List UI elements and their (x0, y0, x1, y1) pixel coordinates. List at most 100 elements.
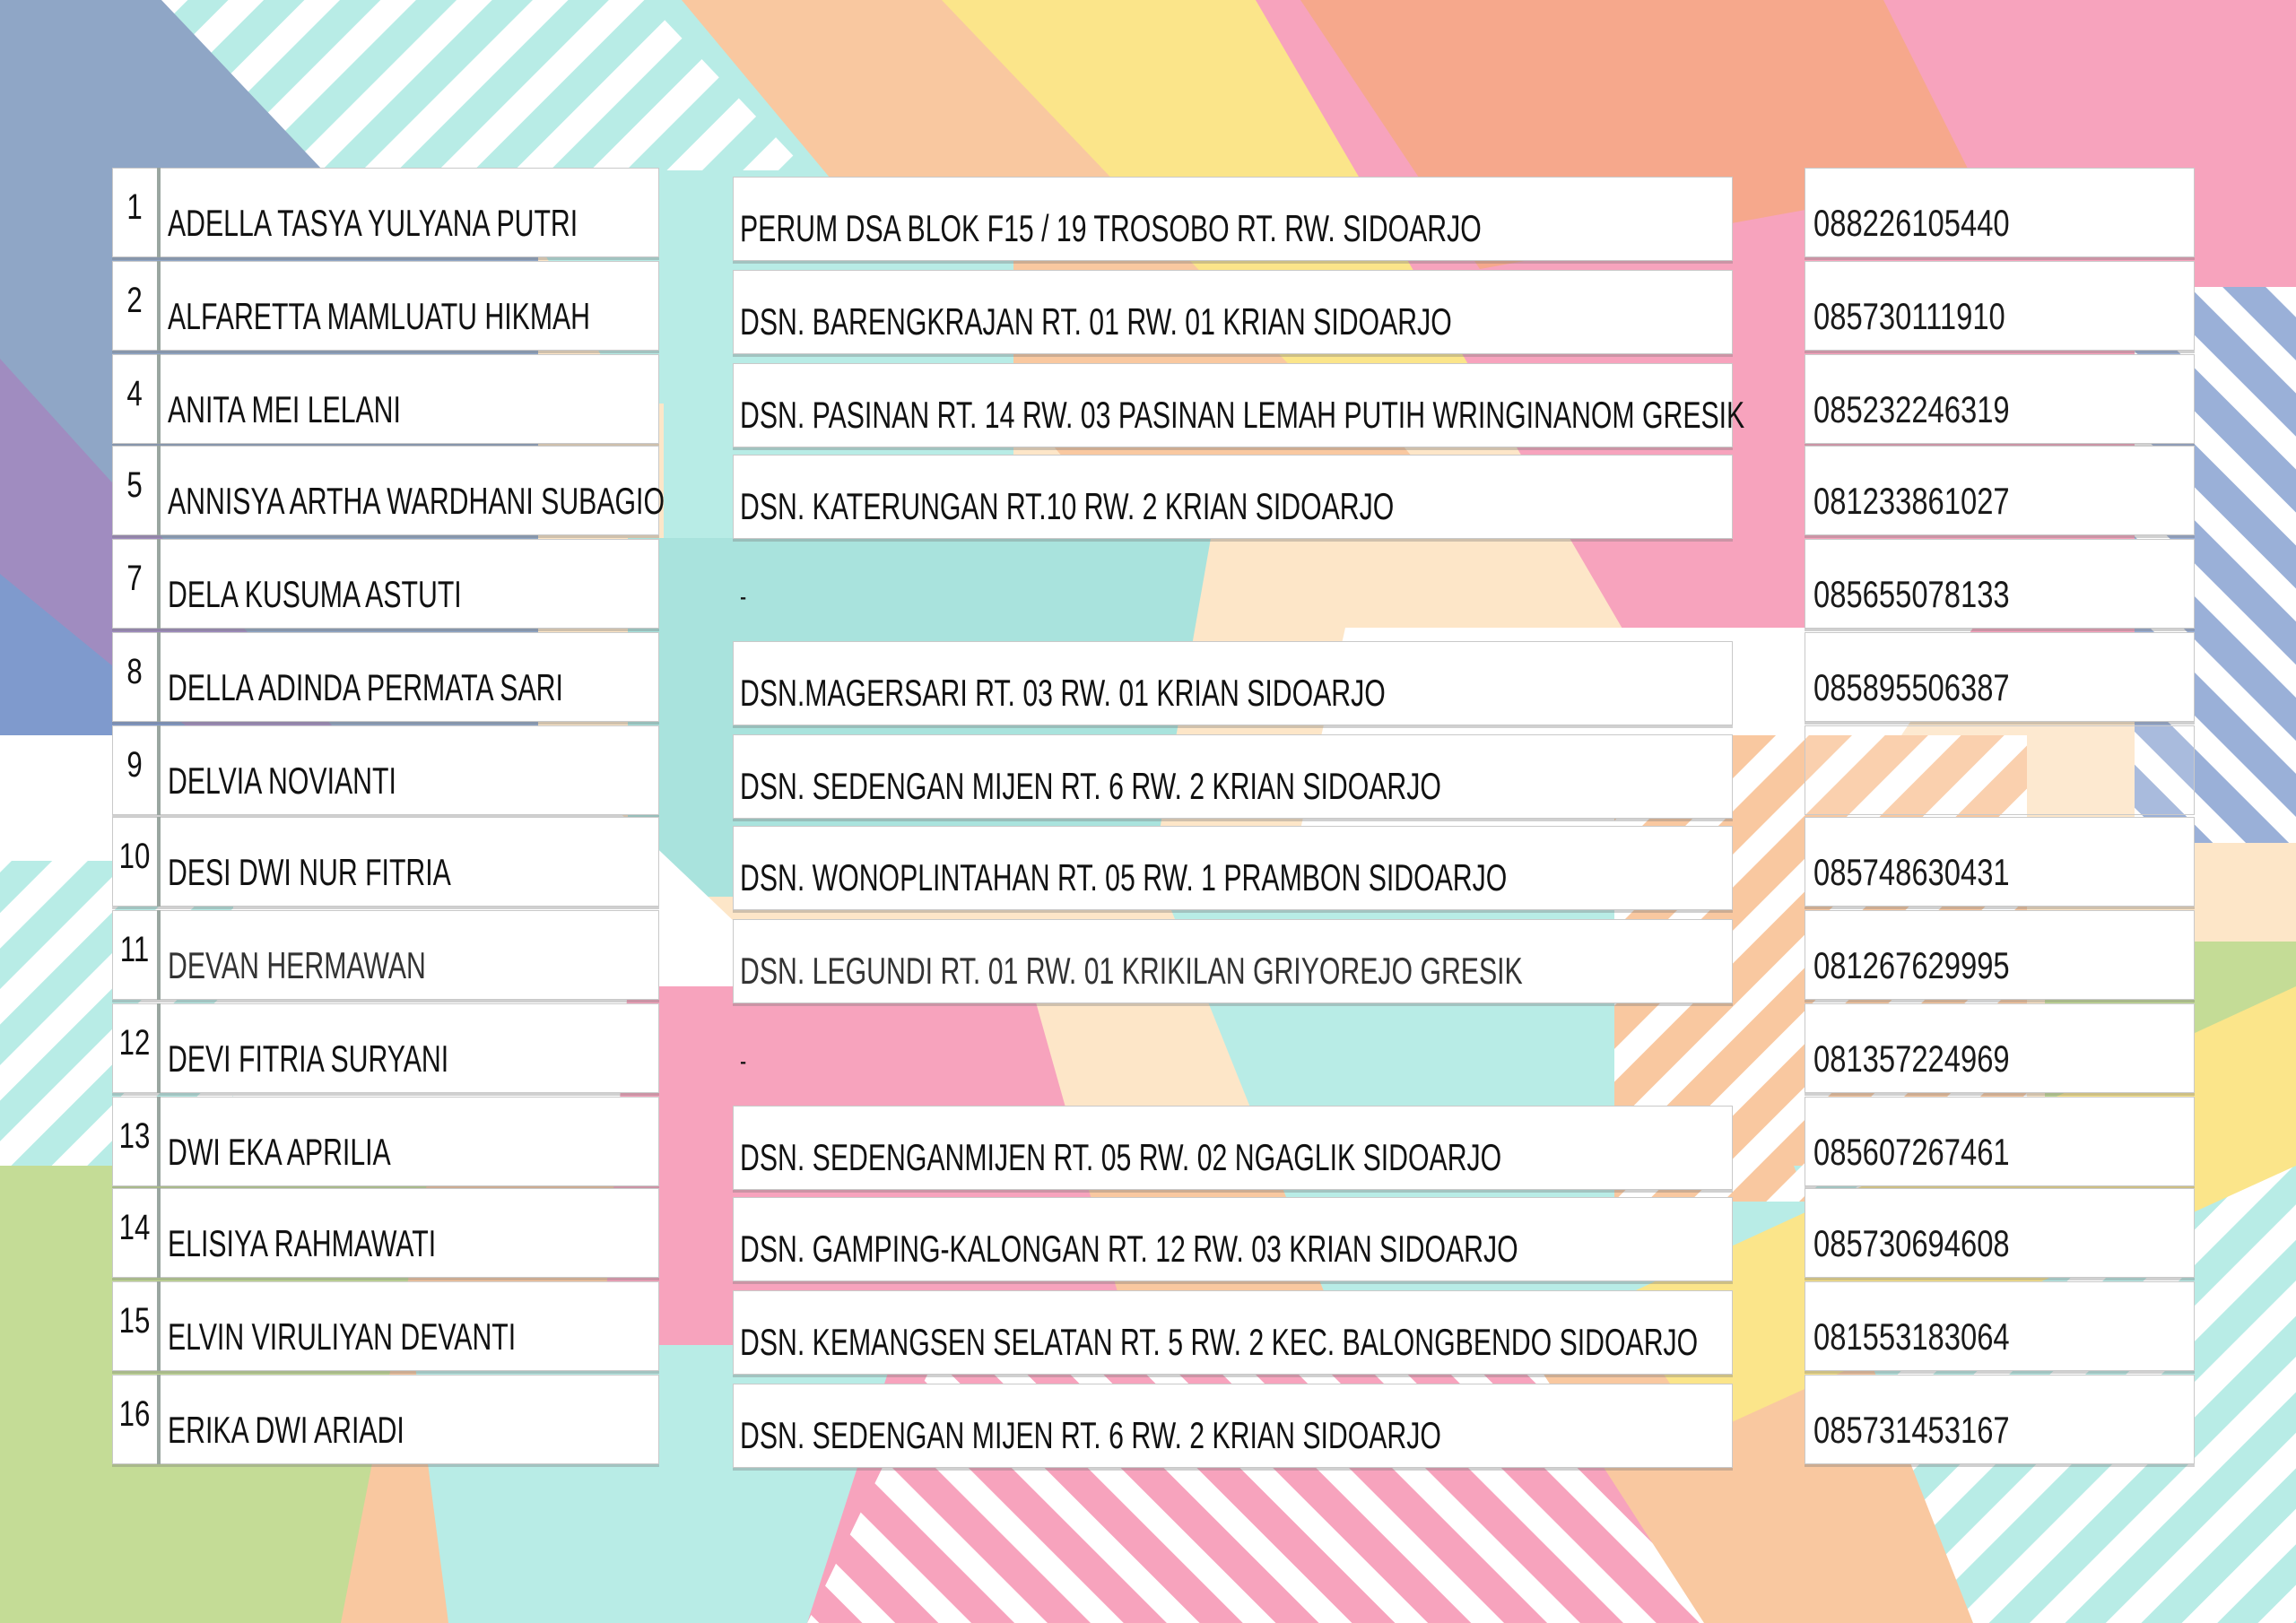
cell-divider (157, 1375, 161, 1464)
name-cell (112, 446, 659, 535)
student-name: DELA KUSUMA ASTUTI (168, 573, 462, 615)
student-phone: 081357224969 (1813, 1037, 2010, 1080)
name-cell (112, 1097, 659, 1186)
student-address: DSN. BARENGKRAJAN RT. 01 RW. 01 KRIAN SI… (740, 300, 1452, 343)
cell-divider (157, 725, 161, 815)
phone-cell (1805, 539, 2195, 629)
address-cell (733, 363, 1733, 447)
cell-divider (157, 539, 161, 629)
student-address: - (740, 1046, 747, 1076)
student-address: DSN. KEMANGSEN SELATAN RT. 5 RW. 2 KEC. … (740, 1321, 1699, 1363)
row-number: 2 (126, 281, 143, 320)
student-phone: 085655078133 (1813, 573, 2010, 615)
student-phone: 085748630431 (1813, 851, 2010, 893)
row-number: 4 (126, 374, 143, 413)
name-cell (112, 910, 659, 1000)
row-number: 15 (118, 1301, 151, 1341)
address-cell (733, 1384, 1733, 1468)
row-number: 14 (118, 1208, 151, 1247)
student-name: ALFARETTA MAMLUATU HIKMAH (168, 295, 591, 337)
student-phone: 085607267461 (1813, 1131, 2010, 1173)
cell-divider (157, 1281, 161, 1371)
student-phone: 081267629995 (1813, 944, 2010, 986)
phone-cell (1805, 1375, 2195, 1464)
phone-cell (1805, 354, 2195, 444)
student-name: ELISIYA RAHMAWATI (168, 1222, 437, 1264)
address-cell (733, 734, 1733, 819)
student-address: - (740, 582, 747, 612)
name-cell (112, 725, 659, 815)
student-address: DSN. WONOPLINTAHAN RT. 05 RW. 1 PRAMBON … (740, 856, 1508, 898)
row-number: 10 (118, 837, 151, 876)
student-address: PERUM DSA BLOK F15 / 19 TROSOBO RT. RW. … (740, 207, 1482, 249)
name-cell (112, 1003, 659, 1093)
cell-divider (157, 446, 161, 535)
student-address: DSN. LEGUNDI RT. 01 RW. 01 KRIKILAN GRIY… (740, 950, 1523, 992)
cell-divider (157, 1188, 161, 1278)
row-number: 11 (119, 930, 150, 969)
row-number: 16 (118, 1394, 151, 1434)
cell-divider (157, 168, 161, 257)
student-phone: 081233861027 (1813, 480, 2010, 522)
phone-cell (1805, 632, 2195, 722)
name-cell (112, 1188, 659, 1278)
name-cell (112, 632, 659, 722)
phone-cell (1805, 910, 2195, 1000)
cell-divider (157, 1097, 161, 1186)
student-phone: 085232246319 (1813, 388, 2010, 430)
student-name: DESI DWI NUR FITRIA (168, 851, 451, 893)
name-cell (112, 1375, 659, 1464)
student-name: ELVIN VIRULIYAN DEVANTI (168, 1315, 517, 1358)
address-cell (733, 641, 1733, 725)
cell-divider (157, 1003, 161, 1093)
student-address: DSN. SEDENGAN MIJEN RT. 6 RW. 2 KRIAN SI… (740, 1414, 1441, 1456)
student-name: DEVAN HERMAWAN (168, 944, 426, 986)
student-address: DSN. KATERUNGAN RT.10 RW. 2 KRIAN SIDOAR… (740, 485, 1395, 527)
row-number: 8 (126, 652, 143, 691)
cell-divider (157, 354, 161, 444)
phone-cell (1805, 725, 2195, 815)
cell-divider (157, 817, 161, 907)
student-phone: 088226105440 (1813, 202, 2010, 244)
student-phone: 085895506387 (1813, 666, 2010, 708)
student-address: DSN. SEDENGANMIJEN RT. 05 RW. 02 NGAGLIK… (740, 1136, 1502, 1178)
student-name: DWI EKA APRILIA (168, 1131, 391, 1173)
name-cell (112, 168, 659, 257)
address-cell (733, 826, 1733, 910)
name-cell (112, 539, 659, 629)
phone-cell (1805, 817, 2195, 907)
phone-cell (1805, 446, 2195, 535)
student-name: ERIKA DWI ARIADI (168, 1409, 404, 1451)
phone-cell (1805, 1188, 2195, 1278)
student-phone: 085730694608 (1813, 1222, 2010, 1264)
address-cell (733, 270, 1733, 354)
phone-cell (1805, 1003, 2195, 1093)
address-cell (733, 1197, 1733, 1281)
name-cell (112, 817, 659, 907)
cell-divider (157, 910, 161, 1000)
address-cell (733, 1106, 1733, 1190)
name-cell (112, 354, 659, 444)
student-phone: 085730111910 (1813, 295, 2005, 337)
row-number: 12 (118, 1023, 151, 1063)
phone-cell (1805, 1281, 2195, 1371)
cell-divider (157, 261, 161, 351)
student-address: DSN. SEDENGAN MIJEN RT. 6 RW. 2 KRIAN SI… (740, 765, 1441, 807)
row-number: 13 (118, 1116, 151, 1156)
student-name: ADELLA TASYA YULYANA PUTRI (168, 202, 578, 244)
cell-divider (157, 632, 161, 722)
name-cell (112, 261, 659, 351)
phone-cell (1805, 1097, 2195, 1186)
address-cell (733, 455, 1733, 539)
student-name: ANITA MEI LELANI (168, 388, 401, 430)
address-cell (733, 177, 1733, 261)
address-cell (733, 919, 1733, 1003)
phone-cell (1805, 168, 2195, 257)
row-number: 5 (126, 465, 143, 505)
student-address: DSN. GAMPING-KALONGAN RT. 12 RW. 03 KRIA… (740, 1228, 1518, 1270)
phone-cell (1805, 261, 2195, 351)
student-address: DSN.MAGERSARI RT. 03 RW. 01 KRIAN SIDOAR… (740, 672, 1386, 714)
student-phone: 085731453167 (1813, 1409, 2010, 1451)
name-cell (112, 1281, 659, 1371)
row-number: 1 (126, 187, 143, 227)
